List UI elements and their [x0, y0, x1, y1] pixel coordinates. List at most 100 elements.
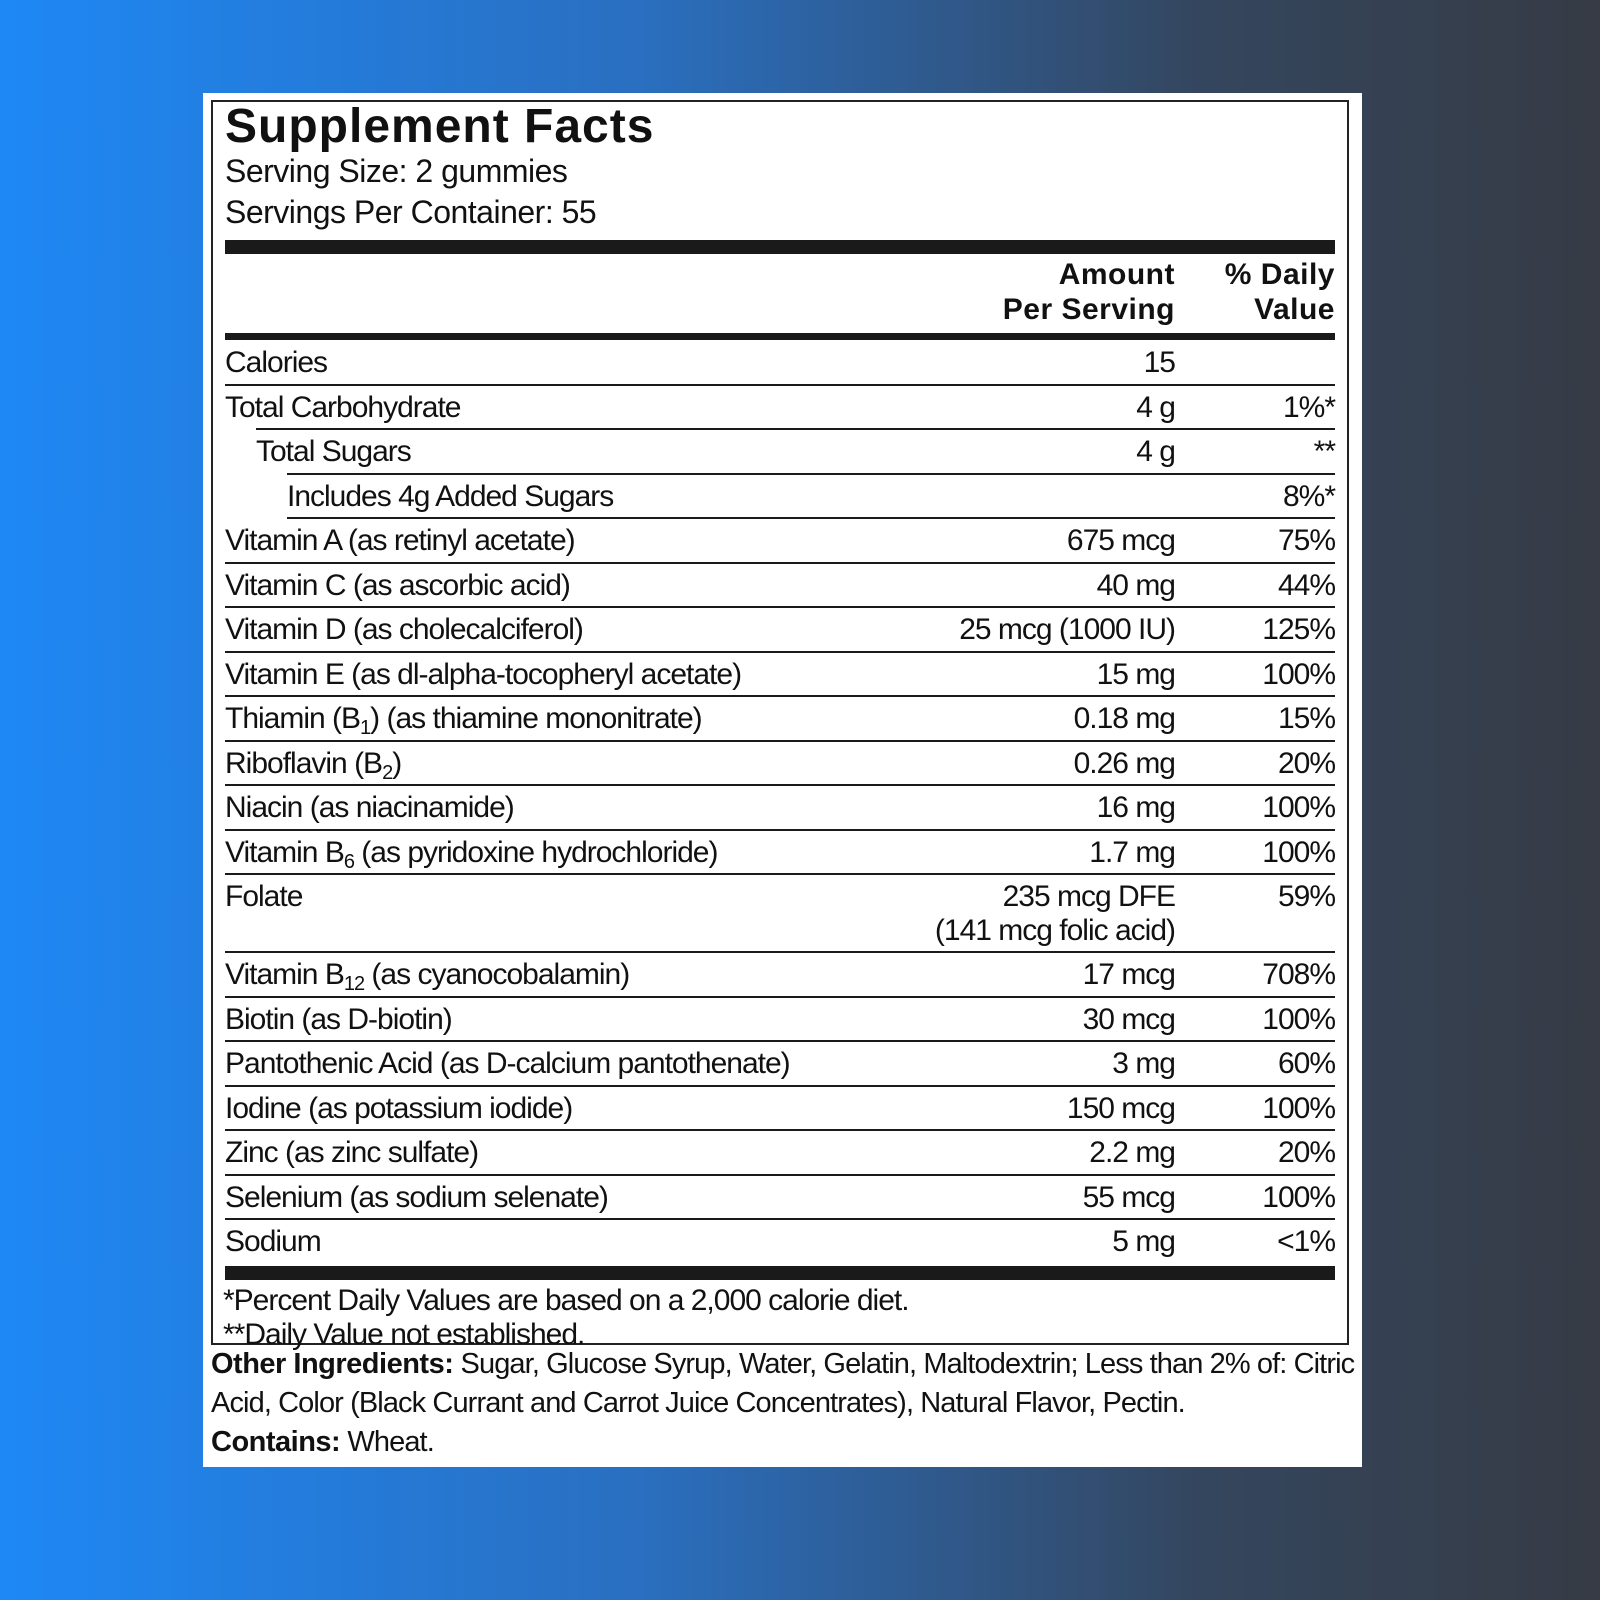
amount: 40 mg	[1096, 568, 1176, 603]
amount: 15	[1143, 346, 1176, 380]
row-rule	[225, 650, 1335, 653]
servings-per-container: Servings Per Container: 55	[225, 194, 597, 230]
amount-line: 15	[1143, 346, 1176, 379]
name-part: (as pyridoxine hydrochloride)	[353, 835, 718, 869]
amount: 1.7 mg	[1089, 835, 1176, 870]
amount-line: 55 mcg	[1082, 1180, 1176, 1214]
amount-line: 30 mcg	[1082, 1002, 1176, 1036]
label-panel: Supplement Facts Serving Size: 2 gummies…	[203, 93, 1362, 1467]
row-rule	[225, 873, 1335, 875]
header-line: Per Serving	[1002, 293, 1175, 326]
amount-line: 15 mg	[1096, 657, 1176, 691]
amount-line: 16 mg	[1096, 791, 1176, 824]
footnotes: *Percent Daily Values are based on a 2,0…	[223, 1284, 910, 1352]
amount: 150 mcg	[1066, 1091, 1176, 1126]
subscript: 2	[382, 761, 393, 784]
amount-line: 2.2 mg	[1089, 1136, 1176, 1169]
thick-rule	[225, 1265, 1335, 1280]
amount: 235 mcg DFE (141 mcg folic acid)	[934, 880, 1176, 948]
amount-line: 675 mcg	[1066, 524, 1176, 557]
nutrient-name: Folate	[225, 880, 303, 914]
nutrient-name: Selenium (as sodium selenate)	[225, 1180, 609, 1215]
daily-value: 708%	[1262, 958, 1336, 991]
amount-line: 0.26 mg	[1073, 746, 1176, 780]
name-part: Thiamin (B	[225, 702, 361, 735]
name-part: Total Sugars	[256, 435, 412, 468]
amount: 3 mg	[1112, 1047, 1176, 1081]
nutrient-name: Niacin (as niacinamide)	[225, 791, 515, 825]
nutrient-name: Vitamin A (as retinyl acetate)	[225, 524, 576, 558]
daily-value: 20%	[1277, 746, 1336, 780]
name-part: Vitamin E (as dl-alpha-tocopheryl acetat…	[225, 657, 742, 691]
nutrient-name: Thiamin (B1) (as thiamine mononitrate)	[225, 702, 703, 739]
ingredients-line: Other Ingredients: Sugar, Glucose Syrup,…	[211, 1345, 1359, 1423]
amount-line: 4 g	[1136, 435, 1176, 468]
row-rule	[225, 784, 1335, 786]
nutrient-name: Includes 4g Added Sugars	[287, 479, 614, 514]
name-part: Iodine (as potassium iodide)	[225, 1091, 573, 1125]
daily-value: 100%	[1262, 1091, 1336, 1125]
row-rule	[225, 828, 1335, 831]
name-part: Riboflavin (B	[225, 746, 383, 780]
amount-line: 150 mcg	[1066, 1091, 1176, 1125]
ingredients-text: Sugar, Glucose Syrup, Water, Gelatin, Ma…	[211, 1348, 1355, 1419]
name-part: )	[392, 746, 402, 780]
row-rule	[225, 561, 1335, 564]
footnote: **Daily Value not established.	[223, 1317, 585, 1351]
contains-line: Contains: Wheat.	[211, 1423, 1359, 1462]
nutrient-name: Total Carbohydrate	[225, 390, 461, 425]
nutrient-name: Iodine (as potassium iodide)	[225, 1091, 573, 1126]
amount: 16 mg	[1096, 791, 1176, 825]
amount-line: 235 mcg DFE	[1002, 880, 1176, 913]
row-rule	[256, 428, 1335, 430]
amount: 4 g	[1136, 435, 1176, 469]
nutrient-name: Sodium	[225, 1225, 322, 1259]
amount-line: (141 mcg folic acid)	[934, 914, 1176, 947]
row-rule	[287, 517, 1335, 519]
amount-line: 1.7 mg	[1089, 835, 1176, 869]
amount-line: 0.18 mg	[1073, 702, 1176, 735]
amount-line: 4 g	[1136, 390, 1176, 424]
daily-value: 125%	[1262, 613, 1336, 646]
nutrient-name: Total Sugars	[256, 435, 412, 469]
nutrient-name: Vitamin D (as cholecalciferol)	[225, 613, 584, 647]
contains-text: Wheat.	[347, 1426, 434, 1458]
nutrient-name: Vitamin B12 (as cyanocobalamin)	[225, 958, 630, 994]
contains-label: Contains:	[211, 1426, 341, 1458]
daily-value: 20%	[1277, 1136, 1336, 1169]
name-part: Vitamin B	[225, 835, 345, 869]
nutrient-name: Calories	[225, 346, 328, 380]
row-rule	[287, 472, 1335, 475]
amount: 675 mcg	[1066, 524, 1176, 558]
amount: 17 mcg	[1082, 958, 1176, 992]
amount-line: 17 mcg	[1082, 958, 1176, 991]
name-part: Selenium (as sodium selenate)	[225, 1180, 609, 1214]
name-part: (as cyanocobalamin)	[364, 958, 630, 991]
header-line: % Daily	[1224, 258, 1335, 291]
title: Supplement Facts	[225, 100, 655, 153]
row-rule	[225, 606, 1335, 608]
daily-value: **	[1313, 435, 1336, 468]
amount: 0.18 mg	[1073, 702, 1176, 736]
daily-value: 8%*	[1282, 479, 1336, 513]
row-rule	[225, 1084, 1335, 1087]
name-part: Pantothenic Acid (as D-calcium pantothen…	[225, 1047, 791, 1080]
name-part: Calories	[225, 346, 328, 379]
amount-line: 25 mcg (1000 IU)	[959, 613, 1176, 646]
row-rule	[225, 1173, 1335, 1176]
amount: 2.2 mg	[1089, 1136, 1176, 1170]
subscript: 1	[360, 717, 371, 739]
name-part: Folate	[225, 880, 303, 913]
daily-value: 15%	[1277, 702, 1336, 735]
name-part: Includes 4g Added Sugars	[287, 479, 614, 513]
amount-line: 40 mg	[1096, 568, 1176, 602]
nutrient-name: Biotin (as D-biotin)	[225, 1003, 453, 1037]
header-line: Amount	[1058, 258, 1175, 291]
row-rule	[225, 739, 1335, 742]
thick-rule	[225, 240, 1335, 254]
subscript: 6	[343, 850, 355, 873]
name-part: Total Carbohydrate	[225, 390, 461, 424]
row-rule	[225, 695, 1335, 697]
dv-header: % Daily Value	[1225, 257, 1335, 327]
